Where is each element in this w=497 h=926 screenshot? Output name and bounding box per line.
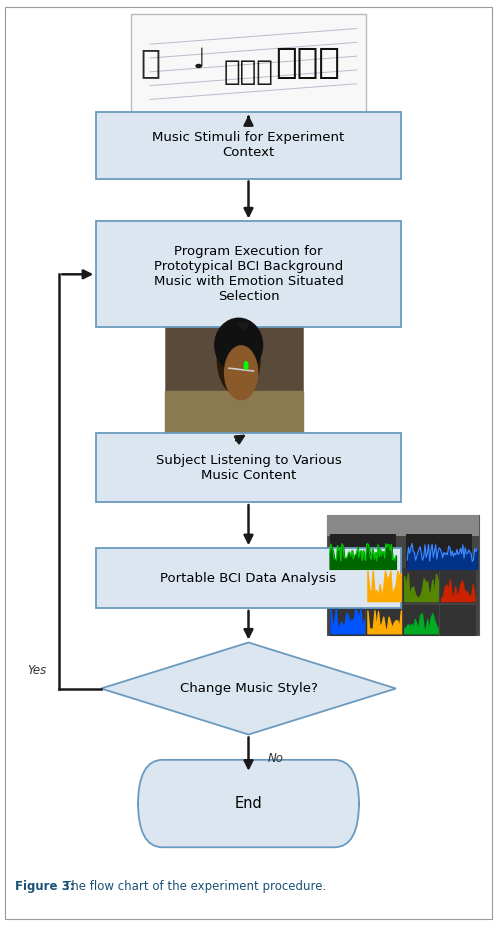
- FancyBboxPatch shape: [165, 322, 303, 442]
- FancyBboxPatch shape: [96, 112, 401, 179]
- Text: Portable BCI Data Analysis: Portable BCI Data Analysis: [161, 571, 336, 584]
- FancyBboxPatch shape: [327, 516, 480, 635]
- Text: 𝅘𝅥𝅯: 𝅘𝅥𝅯: [275, 45, 340, 80]
- Ellipse shape: [224, 345, 258, 400]
- FancyBboxPatch shape: [138, 760, 359, 847]
- FancyBboxPatch shape: [131, 14, 366, 120]
- Text: 𝅘𝅥𝅮: 𝅘𝅥𝅮: [224, 57, 273, 86]
- FancyBboxPatch shape: [366, 605, 402, 636]
- FancyBboxPatch shape: [403, 568, 439, 603]
- FancyBboxPatch shape: [440, 605, 476, 636]
- FancyBboxPatch shape: [366, 568, 402, 603]
- FancyBboxPatch shape: [403, 605, 439, 636]
- FancyBboxPatch shape: [330, 605, 365, 636]
- FancyBboxPatch shape: [330, 534, 396, 570]
- Text: 𝄞: 𝄞: [140, 46, 160, 79]
- Ellipse shape: [217, 322, 261, 395]
- FancyBboxPatch shape: [96, 433, 401, 502]
- Text: Figure 3:: Figure 3:: [15, 880, 79, 893]
- Circle shape: [244, 361, 248, 370]
- FancyBboxPatch shape: [96, 548, 401, 608]
- Text: Subject Listening to Various
Music Content: Subject Listening to Various Music Conte…: [156, 454, 341, 482]
- Ellipse shape: [214, 318, 263, 373]
- Text: Yes: Yes: [27, 664, 47, 677]
- Text: Music Stimuli for Experiment
Context: Music Stimuli for Experiment Context: [153, 131, 344, 159]
- Text: Change Music Style?: Change Music Style?: [179, 682, 318, 695]
- Text: No: No: [268, 752, 284, 765]
- FancyBboxPatch shape: [440, 568, 476, 603]
- FancyBboxPatch shape: [330, 568, 365, 603]
- Polygon shape: [101, 643, 396, 734]
- FancyBboxPatch shape: [406, 534, 472, 570]
- Text: ♩: ♩: [193, 46, 206, 74]
- Text: End: End: [235, 796, 262, 811]
- FancyBboxPatch shape: [96, 221, 401, 327]
- Text: The flow chart of the experiment procedure.: The flow chart of the experiment procedu…: [64, 880, 327, 893]
- Text: Program Execution for
Prototypical BCI Background
Music with Emotion Situated
Se: Program Execution for Prototypical BCI B…: [154, 245, 343, 304]
- FancyBboxPatch shape: [327, 516, 480, 536]
